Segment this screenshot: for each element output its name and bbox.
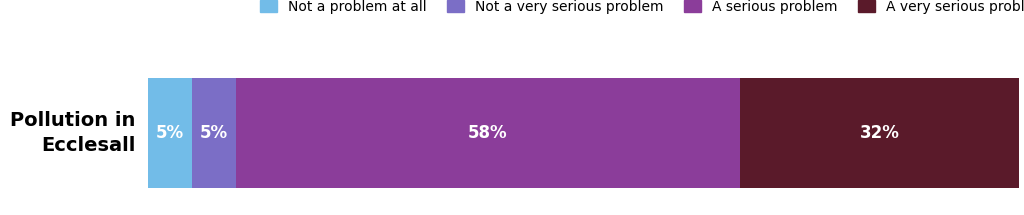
Text: Pollution in
Ecclesall: Pollution in Ecclesall <box>10 111 135 155</box>
Bar <box>193 78 236 188</box>
Text: 32%: 32% <box>860 124 899 142</box>
Bar <box>236 78 740 188</box>
Text: 58%: 58% <box>468 124 508 142</box>
Legend: Not a problem at all, Not a very serious problem, A serious problem, A very seri: Not a problem at all, Not a very serious… <box>256 0 1024 18</box>
Text: 5%: 5% <box>200 124 227 142</box>
Bar <box>740 78 1019 188</box>
Bar <box>148 78 193 188</box>
Text: 5%: 5% <box>157 124 184 142</box>
